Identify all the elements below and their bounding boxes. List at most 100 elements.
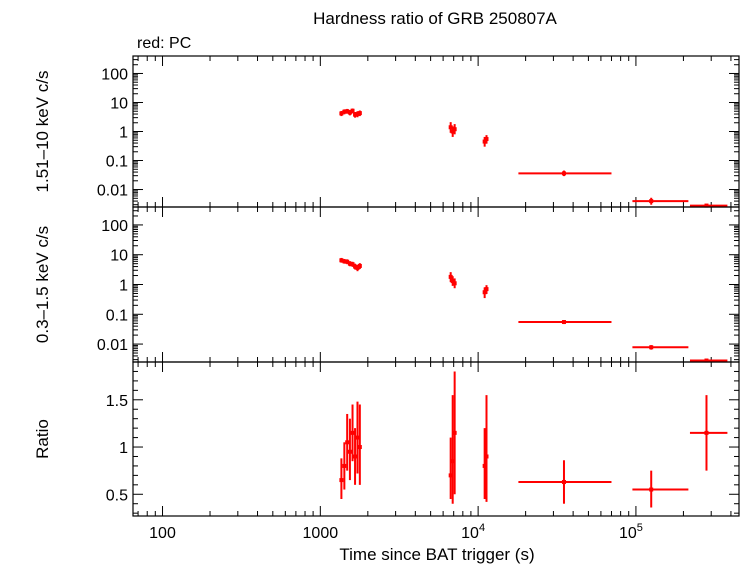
y-tick-label: 10 (110, 248, 128, 265)
point-marker (450, 129, 455, 134)
x-axis-label: Time since BAT trigger (s) (339, 545, 534, 564)
data-point (632, 470, 689, 508)
point-marker (482, 290, 487, 295)
point-marker (452, 127, 457, 132)
point-marker (347, 110, 352, 115)
y-tick-label: 100 (101, 218, 128, 235)
data-point (347, 261, 352, 267)
point-marker (350, 108, 355, 113)
point-marker (342, 259, 347, 264)
point-marker (704, 358, 709, 363)
point-marker (342, 463, 347, 468)
point-marker (357, 445, 362, 450)
data-point (452, 278, 457, 289)
point-marker (345, 259, 350, 264)
y-tick-label: 0.5 (106, 487, 128, 504)
y-tick-label: 1 (119, 125, 128, 142)
y-tick-label: 10 (110, 95, 128, 112)
point-marker (561, 479, 566, 484)
point-marker (353, 112, 358, 117)
data-point (482, 428, 487, 499)
point-marker (561, 171, 566, 176)
data-point (347, 418, 352, 481)
point-marker (561, 320, 566, 325)
point-marker (355, 265, 360, 270)
point-marker (353, 454, 358, 459)
panel-frame-top (132, 55, 740, 208)
data-point (339, 110, 344, 117)
data-point (339, 458, 344, 499)
point-marker (339, 478, 344, 483)
data-point (689, 395, 728, 471)
chart-title: Hardness ratio of GRB 250807A (313, 9, 557, 28)
x-tick-label: 104 (461, 522, 485, 542)
x-tick-label: 1000 (303, 525, 339, 542)
panel-middle: 0.01 0.1 1 10 100 0.3–1.5 keV c/s (33, 206, 740, 363)
point-marker (355, 435, 360, 440)
data-point (345, 259, 350, 265)
point-marker (484, 287, 489, 292)
data-point (345, 108, 350, 114)
panels-group: 0.01 0.1 1 10 100 1.51–10 keV c/s 0.01 0.1 1 10 10… (33, 55, 740, 542)
point-marker (357, 111, 362, 116)
point-marker (448, 274, 453, 279)
point-marker (357, 263, 362, 268)
y-tick-label: 100 (101, 66, 128, 83)
chart-note: red: PC (137, 35, 191, 52)
point-marker (448, 473, 453, 478)
data-point (357, 110, 362, 117)
point-marker (649, 487, 654, 492)
data-point (342, 109, 347, 115)
point-marker (482, 139, 487, 144)
point-marker (347, 449, 352, 454)
point-marker (347, 261, 352, 266)
y-tick-label: 1 (119, 440, 128, 457)
point-marker (350, 430, 355, 435)
x-tick-label: 105 (619, 522, 643, 542)
data-point (484, 285, 489, 294)
point-marker (484, 137, 489, 142)
point-marker (452, 430, 457, 435)
data-point (350, 261, 355, 267)
data-point (484, 135, 489, 144)
data-point (350, 404, 355, 462)
data-point (632, 197, 689, 205)
y-tick-label: 0.01 (97, 337, 128, 354)
data-point (355, 401, 360, 474)
point-marker (342, 109, 347, 114)
point-marker (353, 264, 358, 269)
y-axis-label-middle: 0.3–1.5 keV c/s (33, 226, 52, 343)
data-point (518, 460, 612, 504)
y-tick-label: 0.1 (106, 154, 128, 171)
data-point (632, 345, 689, 350)
x-tick-label: 100 (149, 525, 176, 542)
data-point (452, 371, 457, 495)
point-marker (448, 125, 453, 130)
y-axis-label-top: 1.51–10 keV c/s (33, 71, 52, 193)
x-tick-exponent: 5 (637, 522, 643, 534)
point-marker (339, 258, 344, 263)
data-point (448, 272, 453, 283)
point-marker (339, 111, 344, 116)
x-tick-exponent: 4 (479, 522, 485, 534)
point-marker (704, 430, 709, 435)
point-marker (345, 109, 350, 114)
data-point (357, 404, 362, 485)
y-tick-label: 0.1 (106, 307, 128, 324)
y-tick-label: 0.01 (97, 183, 128, 200)
data-point (448, 437, 453, 499)
data-point (353, 428, 358, 485)
point-marker (484, 454, 489, 459)
panel-top: 0.01 0.1 1 10 100 1.51–10 keV c/s (33, 55, 740, 208)
y-tick-label: 1.5 (106, 393, 128, 410)
data-point (518, 170, 612, 177)
data-point (357, 263, 362, 270)
point-marker (355, 112, 360, 117)
panel-frame-middle (132, 206, 740, 363)
point-marker (482, 463, 487, 468)
y-axis-label-bottom: Ratio (33, 419, 52, 459)
point-marker (450, 459, 455, 464)
data-point (339, 257, 344, 263)
